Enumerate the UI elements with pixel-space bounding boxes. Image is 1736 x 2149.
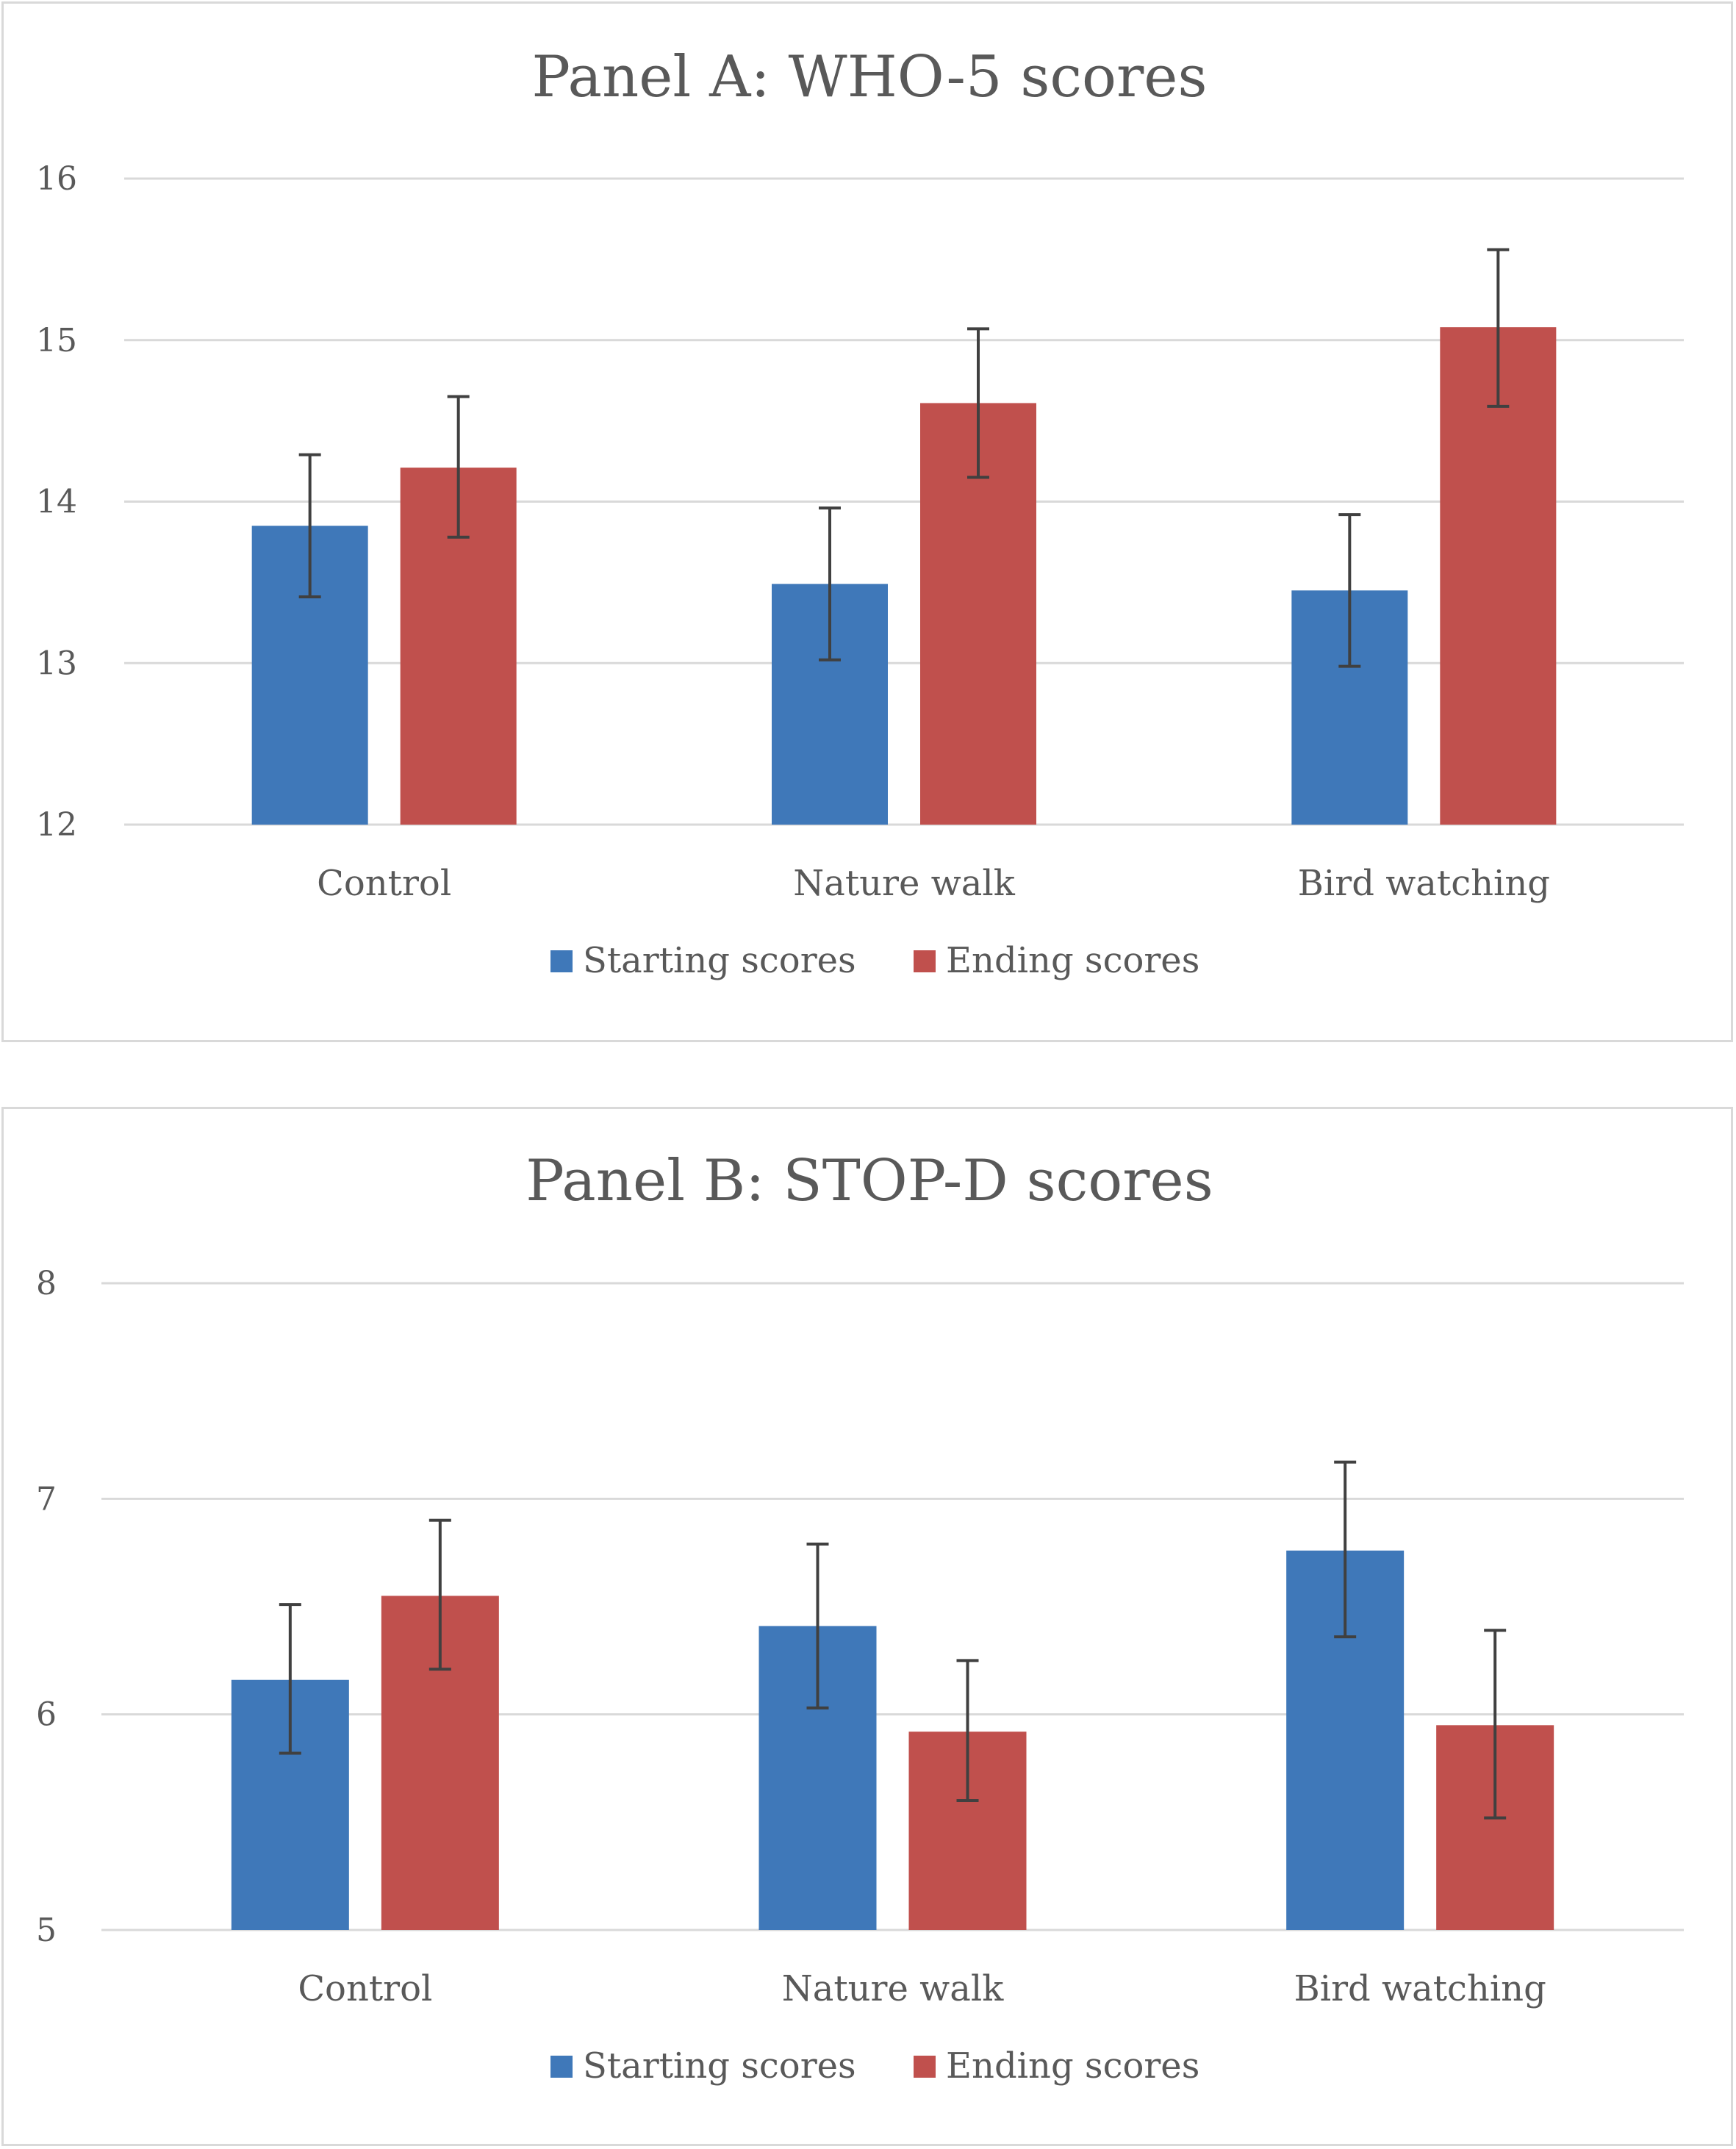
- y-tick-label: 14: [36, 484, 77, 521]
- legend-label-1: Ending scores: [946, 940, 1199, 981]
- y-tick-label: 16: [36, 160, 77, 198]
- y-tick-label: 15: [36, 322, 77, 359]
- category-label: Nature walk: [782, 1968, 1004, 2009]
- chart-title: Panel A: WHO-5 scores: [532, 44, 1208, 110]
- legend-swatch-0: [550, 950, 573, 972]
- category-label: Bird watching: [1298, 863, 1550, 904]
- legend-label-0: Starting scores: [583, 2045, 856, 2087]
- chart-panel-b: Panel B: STOP-D scores 5 6 7 8 Control Nature …: [1, 1107, 1733, 2146]
- chart-panel-a: Panel A: WHO-5 scores 12 13 14 15 16 Control Na…: [1, 1, 1733, 1042]
- y-tick-label: 6: [36, 1696, 57, 1734]
- y-tick-label: 8: [36, 1265, 57, 1302]
- legend-label-0: Starting scores: [583, 940, 856, 981]
- chart-title: Panel B: STOP-D scores: [526, 1148, 1213, 1214]
- category-label: Bird watching: [1294, 1968, 1546, 2009]
- legend-swatch-0: [550, 2056, 573, 2078]
- category-label: Control: [298, 1968, 432, 2009]
- y-tick-label: 13: [36, 645, 77, 682]
- legend-swatch-1: [914, 2056, 936, 2078]
- legend-label-1: Ending scores: [946, 2045, 1199, 2087]
- category-label: Nature walk: [793, 863, 1015, 904]
- y-tick-label: 5: [36, 1912, 57, 1949]
- category-label: Control: [317, 863, 451, 904]
- bar-ending-2: [1440, 327, 1557, 825]
- y-tick-label: 12: [36, 806, 77, 844]
- chart-a-svg: Panel A: WHO-5 scores 12 13 14 15 16 Control Na…: [36, 44, 1684, 981]
- chart-b-svg: Panel B: STOP-D scores 5 6 7 8 Control Nature …: [36, 1148, 1684, 2087]
- y-tick-label: 7: [36, 1480, 57, 1518]
- legend-swatch-1: [914, 950, 936, 972]
